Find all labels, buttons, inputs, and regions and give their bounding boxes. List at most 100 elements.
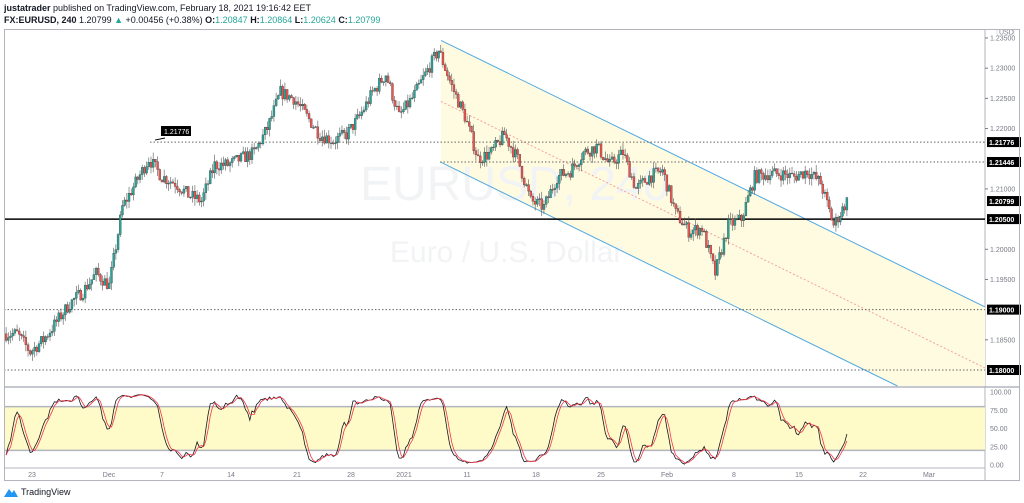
candle xyxy=(206,183,210,185)
candle xyxy=(773,168,776,172)
candle xyxy=(26,344,30,351)
time-tick-label: Dec xyxy=(103,472,116,479)
symbol-label[interactable]: FX:EURUSD, 240 xyxy=(4,15,77,25)
chart-canvas[interactable]: EURUSD, 240 Euro / U.S. Dollar 1.21776 1… xyxy=(0,0,1024,485)
candle xyxy=(400,111,403,113)
author-name[interactable]: justatrader xyxy=(4,3,51,13)
up-arrow-icon: ▲ xyxy=(114,15,124,25)
candle xyxy=(187,186,190,198)
candle xyxy=(454,91,458,95)
candle xyxy=(615,162,618,164)
time-tick-label: 23 xyxy=(28,472,36,479)
candle xyxy=(555,183,559,189)
candle xyxy=(59,312,63,320)
price-label-badge xyxy=(987,137,1021,148)
candle xyxy=(479,155,482,163)
candle xyxy=(228,162,232,166)
candle xyxy=(507,137,510,147)
price-label-badge xyxy=(987,214,1021,225)
candle xyxy=(246,151,249,162)
candle xyxy=(281,86,284,100)
candle xyxy=(696,225,699,236)
candle xyxy=(643,178,647,183)
candle xyxy=(707,245,710,248)
candle xyxy=(200,200,203,203)
candle xyxy=(42,336,45,343)
candle xyxy=(619,149,622,155)
candle xyxy=(165,176,168,184)
footer[interactable]: TradingView xyxy=(4,487,71,497)
candle xyxy=(433,52,436,56)
callout-pointer xyxy=(154,137,166,141)
candle xyxy=(711,253,715,262)
candle xyxy=(242,151,245,154)
candle xyxy=(211,170,214,174)
candle xyxy=(819,175,822,185)
candle xyxy=(560,169,563,176)
candle xyxy=(606,158,609,162)
candle xyxy=(652,168,655,183)
candle xyxy=(709,245,712,255)
candle xyxy=(523,178,526,186)
candle xyxy=(217,168,221,171)
candle xyxy=(413,90,416,99)
candle xyxy=(613,156,616,163)
candle xyxy=(20,334,23,336)
candle xyxy=(24,337,28,345)
candle xyxy=(771,170,774,176)
candle xyxy=(270,116,273,119)
candle xyxy=(411,97,414,99)
candle xyxy=(694,225,697,231)
candle xyxy=(138,174,142,180)
candle xyxy=(582,151,585,161)
candle xyxy=(325,135,328,144)
candle xyxy=(327,135,330,144)
candle xyxy=(239,153,243,162)
candle xyxy=(356,114,359,119)
candle xyxy=(503,130,506,136)
candle xyxy=(593,146,596,154)
time-tick-label: 8 xyxy=(732,472,736,479)
candle xyxy=(141,167,144,175)
candle xyxy=(823,191,827,194)
candle xyxy=(68,309,71,313)
candle xyxy=(7,337,10,341)
time-tick-label: 14 xyxy=(227,472,235,479)
candle xyxy=(586,148,590,154)
time-tick-label: Feb xyxy=(661,472,673,479)
candle xyxy=(566,173,570,175)
candle xyxy=(393,100,396,107)
candle xyxy=(681,222,684,226)
candle xyxy=(263,127,267,136)
candle xyxy=(35,346,38,352)
candle xyxy=(94,267,98,275)
candle xyxy=(97,267,100,275)
candle xyxy=(57,312,60,322)
candle xyxy=(828,199,831,210)
chart-header: justatrader published on TradingView.com… xyxy=(4,2,380,26)
candle xyxy=(336,136,339,144)
candle xyxy=(788,172,791,178)
close-label: C: xyxy=(338,15,348,25)
candle xyxy=(79,289,82,301)
tradingview-logo-icon xyxy=(4,489,18,497)
channel-fill xyxy=(441,40,985,386)
candle xyxy=(705,231,708,248)
candle xyxy=(733,218,737,226)
candle xyxy=(753,170,756,191)
candle xyxy=(371,90,374,92)
time-tick-label: 25 xyxy=(597,472,605,479)
candle xyxy=(580,159,583,165)
candle xyxy=(305,109,309,114)
candle xyxy=(836,216,840,223)
candle xyxy=(178,189,181,193)
candle xyxy=(672,202,675,204)
candle xyxy=(516,149,519,155)
stoch-tick-label: 50.00 xyxy=(990,426,1008,433)
candle xyxy=(340,130,344,134)
candle xyxy=(786,174,789,178)
candle xyxy=(92,274,96,280)
candle xyxy=(46,336,49,338)
candle xyxy=(259,142,262,145)
candle xyxy=(437,50,440,59)
